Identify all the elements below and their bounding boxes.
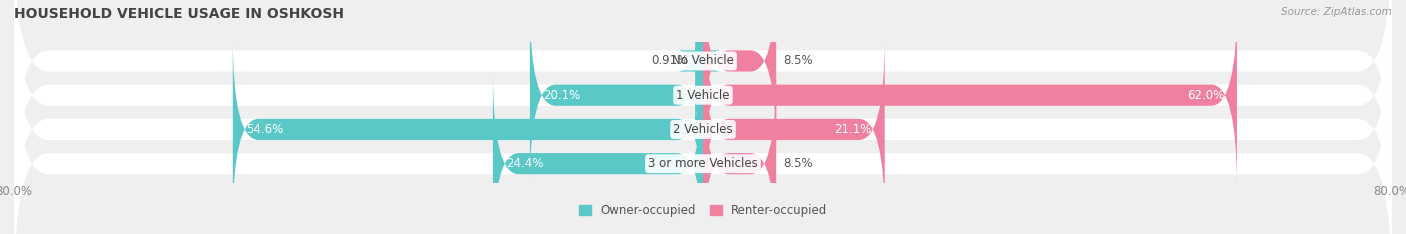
FancyBboxPatch shape <box>14 37 1392 234</box>
Text: 54.6%: 54.6% <box>246 123 283 136</box>
FancyBboxPatch shape <box>703 37 884 222</box>
Text: 21.1%: 21.1% <box>834 123 872 136</box>
FancyBboxPatch shape <box>530 3 703 187</box>
Text: 0.91%: 0.91% <box>651 55 689 67</box>
Legend: Owner-occupied, Renter-occupied: Owner-occupied, Renter-occupied <box>574 199 832 222</box>
FancyBboxPatch shape <box>703 0 776 153</box>
FancyBboxPatch shape <box>494 72 703 234</box>
Text: 20.1%: 20.1% <box>543 89 581 102</box>
FancyBboxPatch shape <box>14 0 1392 187</box>
Text: 8.5%: 8.5% <box>783 157 813 170</box>
FancyBboxPatch shape <box>678 0 721 153</box>
FancyBboxPatch shape <box>703 3 1237 187</box>
FancyBboxPatch shape <box>14 3 1392 234</box>
Text: 8.5%: 8.5% <box>783 55 813 67</box>
Text: 24.4%: 24.4% <box>506 157 543 170</box>
Text: Source: ZipAtlas.com: Source: ZipAtlas.com <box>1281 7 1392 17</box>
FancyBboxPatch shape <box>14 0 1392 222</box>
Text: 3 or more Vehicles: 3 or more Vehicles <box>648 157 758 170</box>
FancyBboxPatch shape <box>703 72 776 234</box>
Text: 2 Vehicles: 2 Vehicles <box>673 123 733 136</box>
Text: 62.0%: 62.0% <box>1187 89 1225 102</box>
FancyBboxPatch shape <box>233 37 703 222</box>
Text: 1 Vehicle: 1 Vehicle <box>676 89 730 102</box>
Text: No Vehicle: No Vehicle <box>672 55 734 67</box>
Text: HOUSEHOLD VEHICLE USAGE IN OSHKOSH: HOUSEHOLD VEHICLE USAGE IN OSHKOSH <box>14 7 344 21</box>
